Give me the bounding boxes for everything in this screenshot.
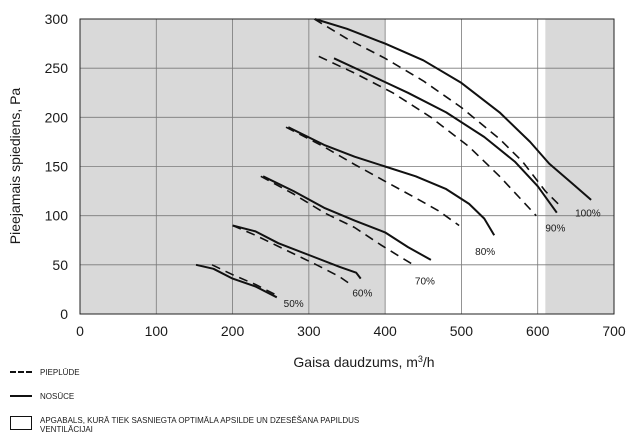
series-solid-90pct <box>333 57 558 214</box>
dashed-line-swatch <box>10 371 32 373</box>
y-tick-label: 50 <box>52 257 68 273</box>
legend-label-extract: NOSŪCE <box>40 392 75 401</box>
series-dashed-60pct <box>232 224 352 286</box>
series-dashed-100pct <box>313 18 563 209</box>
x-axis-title: Gaisa daudzums, m3/h <box>293 354 434 370</box>
x-tick-label: 400 <box>373 323 397 339</box>
x-tick-label: 200 <box>221 323 245 339</box>
curve-label: 100% <box>575 209 601 220</box>
series-dashed-90pct <box>318 55 537 217</box>
x-tick-label: 500 <box>450 323 474 339</box>
curve-label: 90% <box>545 223 565 234</box>
series-solid-80pct <box>287 126 496 236</box>
curve-label: 60% <box>352 288 372 299</box>
curve-label: 70% <box>415 277 435 288</box>
x-axis-title-unit: /h <box>423 354 435 370</box>
area-box-swatch <box>10 416 32 430</box>
x-tick-label: 600 <box>526 323 550 339</box>
y-tick-labels: 0 50 100 150 200 250 300 <box>45 11 69 322</box>
x-tick-labels: 0 100 200 300 400 500 600 700 <box>76 323 626 339</box>
x-tick-label: 0 <box>76 323 84 339</box>
y-tick-label: 200 <box>45 109 69 125</box>
data-series <box>195 18 592 299</box>
solid-line-swatch <box>10 395 32 397</box>
x-axis-title-superscript: 3 <box>418 354 423 364</box>
y-tick-label: 150 <box>45 159 69 175</box>
y-tick-label: 0 <box>60 306 68 322</box>
y-tick-label: 300 <box>45 11 69 27</box>
curve-labels: 50% 60% 70% 80% 90% 100% <box>284 209 601 310</box>
plot-frame <box>79 18 615 315</box>
x-axis-title-text: Gaisa daudzums, m <box>293 354 418 370</box>
series-solid-60pct <box>232 224 362 280</box>
y-axis-title: Pieejamais spiediens, Pa <box>7 88 23 245</box>
series-solid-50pct <box>195 263 278 299</box>
x-tick-label: 700 <box>602 323 626 339</box>
y-tick-label: 250 <box>45 60 69 76</box>
series-dashed-50pct <box>211 264 278 297</box>
legend-label-optimal-area: APGABALS, KURĀ TIEK SASNIEGTA OPTIMĀLA A… <box>40 416 360 434</box>
y-tick-label: 100 <box>45 208 69 224</box>
x-tick-label: 100 <box>145 323 169 339</box>
curve-label: 80% <box>475 247 495 258</box>
curve-label: 50% <box>284 299 304 310</box>
series-solid-100pct <box>314 18 592 201</box>
x-tick-label: 300 <box>297 323 321 339</box>
series-dashed-70pct <box>260 175 414 266</box>
series-dashed-80pct <box>285 126 460 227</box>
legend-label-supply: PIEPLŪDE <box>40 368 80 377</box>
series-solid-70pct <box>262 175 432 261</box>
